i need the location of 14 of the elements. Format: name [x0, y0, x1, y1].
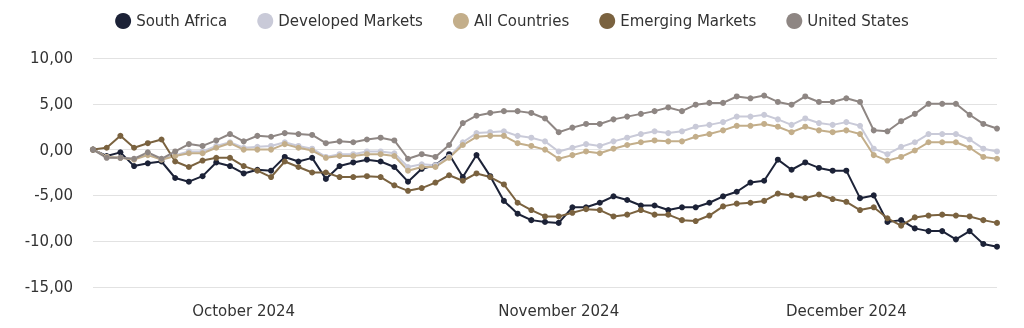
y-tick-label: 0,00	[39, 140, 73, 159]
legend-label: Emerging Markets	[620, 12, 757, 30]
y-tick-label: -5,00	[34, 186, 73, 205]
y-tick-label: 5,00	[39, 94, 73, 113]
y-tick-label: -15,00	[24, 278, 73, 296]
x-tick-label: November 2024	[498, 301, 620, 320]
legend-label: United States	[807, 12, 910, 30]
x-tick-label: December 2024	[785, 301, 907, 320]
x-tick-label: October 2024	[192, 301, 296, 320]
legend-label: Developed Markets	[278, 12, 424, 30]
y-tick-label: -10,00	[24, 232, 73, 251]
legend-label: All Countries	[473, 12, 570, 30]
y-tick-label: 10,00	[30, 49, 73, 67]
legend-label: South Africa	[136, 12, 228, 30]
